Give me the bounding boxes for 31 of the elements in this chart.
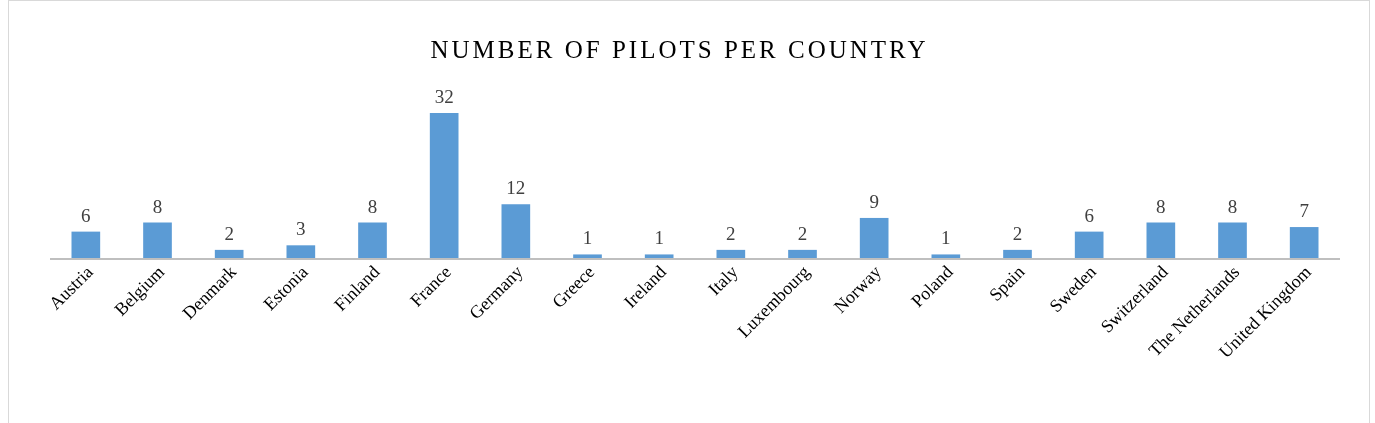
bar [143,222,172,259]
bar [1289,227,1319,259]
chart-title: NUMBER OF PILOTS PER COUNTRY [430,36,929,63]
data-label: 9 [869,190,879,212]
data-label: 3 [296,218,306,240]
bar [1218,222,1247,259]
data-label: 2 [1012,222,1023,244]
data-label: 6 [81,204,91,226]
bar [501,204,531,259]
bar [859,217,889,259]
data-label: 32 [434,86,454,107]
data-label: 6 [1084,204,1094,226]
data-label: 8 [152,195,163,217]
data-label: 12 [506,177,526,199]
bar [1074,231,1104,259]
data-label: 1 [941,227,951,249]
data-label: 2 [224,222,234,244]
data-label: 2 [797,222,808,244]
data-label: 2 [726,222,736,244]
data-label: 8 [1156,195,1166,217]
data-label: 1 [654,227,664,249]
bar [71,231,101,259]
data-label: 1 [582,227,593,249]
bar [286,245,316,259]
bar [1146,222,1176,259]
data-label: 8 [367,195,378,217]
data-label: 8 [1227,195,1238,217]
data-label: 7 [1299,200,1309,222]
bar [429,113,459,259]
x-tick-label: Italy [704,261,742,300]
bar [358,222,387,259]
